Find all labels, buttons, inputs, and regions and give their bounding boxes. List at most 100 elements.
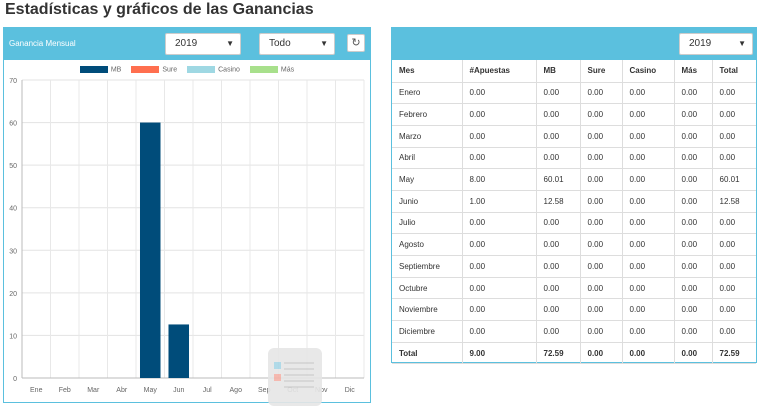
table-cell: Octubre	[392, 276, 463, 300]
legend-swatch	[131, 66, 160, 73]
legend-label: Más	[280, 66, 295, 74]
x-tick-label: Ago	[230, 387, 243, 394]
column-header: #Apuestas	[461, 60, 537, 83]
table-cell: 0.00	[673, 320, 713, 343]
table-cell: 0.00	[579, 81, 623, 105]
chart-panel-header: Ganancia Mensual 2019 ▼ Todo ▼ ↻	[4, 28, 370, 60]
table-row: Junio 1.00 12.58 0.00 0.00 0.00 12.58	[392, 189, 756, 213]
legend-label: Sure	[162, 66, 178, 74]
table-cell: 0.00	[535, 298, 581, 322]
table-cell: 0.00	[579, 168, 623, 191]
table-row: Enero 0.00 0.00 0.00 0.00 0.00 0.00	[392, 81, 756, 105]
table-cell: 0.00	[673, 298, 713, 322]
table-cell: 0.00	[621, 189, 675, 213]
table-cell: 0.00	[711, 255, 756, 278]
earnings-table-panel: 2019 ▼ Mes #Apuestas MB Sure Casino Más Total …	[391, 27, 757, 365]
y-tick-label: 30	[9, 248, 17, 255]
table-cell: 0.00	[621, 233, 675, 256]
table-cell: Diciembre	[392, 320, 463, 343]
table-cell: 0.00	[711, 276, 756, 300]
table-cell: 0.00	[621, 168, 675, 191]
table-total-row: Total 9.00 72.59 0.00 0.00 0.00 72.59	[392, 341, 756, 365]
table-row: Septiembre 0.00 0.00 0.00 0.00 0.00 0.00	[392, 255, 756, 278]
table-year-select-value: 2019	[689, 38, 712, 49]
table-cell: 0.00	[579, 276, 623, 300]
table-cell: 0.00	[711, 233, 756, 256]
table-row: May 8.00 60.01 0.00 0.00 0.00 60.01	[392, 168, 756, 191]
legend-item[interactable]: Casino	[187, 66, 240, 73]
table-cell: 0.00	[621, 276, 675, 300]
y-tick-label: 50	[9, 163, 17, 170]
table-cell: 0.00	[579, 103, 623, 126]
legend-item[interactable]: Sure	[131, 66, 177, 73]
year-select[interactable]: 2019 ▼	[165, 33, 241, 55]
table-cell: 0.00	[621, 298, 675, 322]
table-cell: 0.00	[461, 233, 537, 256]
x-tick-label: Jul	[203, 387, 212, 394]
table-cell: 0.00	[673, 211, 713, 235]
legend-label: MB	[110, 66, 122, 74]
table-cell: 0.00	[673, 103, 713, 126]
table-cell: Junio	[392, 189, 463, 213]
total-cell: 72.59	[535, 341, 581, 365]
y-tick-label: 20	[9, 291, 17, 298]
table-cell: 0.00	[461, 255, 537, 278]
table-cell: 0.00	[579, 189, 623, 213]
table-cell: Febrero	[392, 103, 463, 126]
type-select[interactable]: Todo ▼	[259, 33, 335, 55]
bar-mb-may	[139, 122, 161, 378]
table-cell: 0.00	[461, 146, 537, 170]
legend-item[interactable]: Más	[249, 66, 295, 74]
type-select-value: Todo	[269, 38, 291, 49]
year-select-value: 2019	[175, 38, 198, 49]
table-cell: 0.00	[711, 81, 756, 105]
x-tick-label: May	[144, 387, 158, 394]
y-tick-label: 70	[9, 78, 17, 85]
x-tick-label: Sep	[258, 387, 271, 394]
y-tick-label: 40	[9, 206, 17, 213]
panel-title: Ganancia Mensual	[9, 39, 76, 48]
legend-swatch	[79, 66, 108, 73]
table-cell: 0.00	[461, 211, 537, 235]
table-cell: 0.00	[673, 276, 713, 300]
table-cell: 0.00	[579, 298, 623, 322]
monthly-earnings-panel: Ganancia Mensual 2019 ▼ Todo ▼ ↻ MB Sure C…	[3, 27, 371, 406]
watermark-logo	[268, 348, 322, 406]
x-tick-label: Jun	[173, 387, 184, 394]
table-cell: 12.58	[711, 189, 756, 213]
table-cell: 0.00	[711, 320, 756, 343]
refresh-button[interactable]: ↻	[347, 34, 365, 52]
chevron-down-icon: ▼	[226, 39, 234, 48]
total-cell: 0.00	[579, 341, 623, 365]
table-row: Marzo 0.00 0.00 0.00 0.00 0.00 0.00	[392, 124, 756, 148]
table-cell: 0.00	[621, 103, 675, 126]
table-cell: 0.00	[621, 146, 675, 170]
table-row: Agosto 0.00 0.00 0.00 0.00 0.00 0.00	[392, 233, 756, 256]
table-cell: 0.00	[535, 81, 581, 105]
table-cell: 8.00	[461, 168, 537, 191]
table-cell: 60.01	[711, 168, 756, 191]
table-cell: 0.00	[535, 146, 581, 170]
x-tick-label: Mar	[87, 387, 100, 394]
table-cell: Septiembre	[392, 255, 463, 278]
table-cell: 0.00	[579, 320, 623, 343]
table-row: Octubre 0.00 0.00 0.00 0.00 0.00 0.00	[392, 276, 756, 300]
table-cell: May	[392, 168, 463, 191]
table-header-row: Mes #Apuestas MB Sure Casino Más Total	[392, 60, 756, 83]
table-cell: Enero	[392, 81, 463, 105]
total-cell: Total	[392, 341, 463, 365]
table-cell: 0.00	[621, 211, 675, 235]
table-cell: 0.00	[673, 124, 713, 148]
table-cell: 0.00	[461, 320, 537, 343]
table-cell: 60.01	[535, 168, 581, 191]
column-header: Casino	[621, 60, 675, 83]
legend-item[interactable]: MB	[79, 66, 122, 74]
column-header: MB	[535, 60, 581, 83]
y-tick-label: 10	[9, 333, 17, 340]
table-cell: 0.00	[579, 146, 623, 170]
table-cell: 0.00	[673, 255, 713, 278]
table-cell: Noviembre	[392, 298, 463, 322]
page-title: Estadísticas y gráficos de las Ganancias	[5, 1, 314, 18]
total-cell: 9.00	[461, 341, 537, 365]
table-year-select[interactable]: 2019 ▼	[679, 33, 753, 55]
